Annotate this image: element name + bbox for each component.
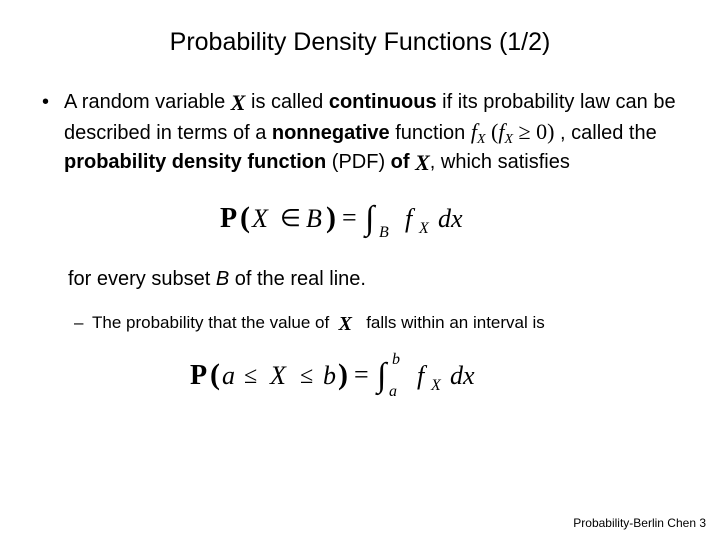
- f2-int: ∫: [375, 357, 389, 396]
- formula-1-svg: P ( X ∈ B ) = ∫ B f X dx: [200, 195, 520, 241]
- f1-int: ∫: [363, 200, 377, 239]
- f2-b: b: [323, 361, 336, 390]
- f2-a: a: [222, 361, 235, 390]
- f2-P: P: [190, 360, 207, 391]
- footer-text: Probability-Berlin Chen 3: [573, 516, 706, 530]
- f2-lo: a: [389, 383, 397, 398]
- f1-fxsub: X: [418, 220, 430, 237]
- bold-continuous: continuous: [329, 91, 437, 113]
- text-segment: The probability that the value of: [92, 313, 334, 332]
- math-fx: fX: [471, 122, 486, 144]
- f2-open: (: [210, 358, 220, 391]
- f2-fxsub: X: [430, 377, 442, 394]
- f1-sub: B: [379, 224, 389, 241]
- math-var-X3: X: [339, 313, 352, 335]
- text-segment: for every subset: [68, 268, 216, 290]
- f2-fx: f: [417, 361, 428, 390]
- math-f2-sub: X: [504, 132, 513, 147]
- f2-le1: ≤: [244, 363, 257, 389]
- text-segment: (PDF): [326, 151, 390, 173]
- f1-dx: dx: [438, 204, 463, 233]
- f1-fx: f: [405, 204, 416, 233]
- f2-dx: dx: [450, 361, 475, 390]
- f2-eq: =: [354, 360, 369, 389]
- math-var-X: X: [231, 90, 246, 115]
- f2-X: X: [269, 361, 287, 390]
- f1-open: (: [240, 201, 250, 234]
- f1-B: B: [306, 204, 322, 233]
- text-segment: function: [390, 122, 471, 144]
- text-segment: A random variable: [64, 91, 231, 113]
- text-segment: , called the: [554, 122, 656, 144]
- f1-close: ): [326, 201, 336, 234]
- bold-of: of: [391, 151, 415, 173]
- f1-eq: =: [342, 203, 357, 232]
- text-segment: falls within an interval is: [361, 313, 544, 332]
- bold-pdf: probability density function: [64, 151, 326, 173]
- paren-open: (: [486, 119, 499, 144]
- formula-2: P ( a ≤ X ≤ b ) = ∫ b a f X dx: [34, 350, 686, 403]
- f2-hi: b: [392, 351, 400, 368]
- bold-nonnegative: nonnegative: [272, 122, 390, 144]
- formula-2-svg: P ( a ≤ X ≤ b ) = ∫ b a f X dx: [170, 350, 550, 398]
- math-geq: ≥ 0): [513, 119, 554, 144]
- math-var-X2: X: [415, 150, 430, 175]
- slide-container: Probability Density Functions (1/2) A ra…: [0, 0, 720, 403]
- f2-close: ): [338, 358, 348, 391]
- f1-P: P: [220, 203, 237, 234]
- main-bullet: A random variable X is called continuous…: [34, 89, 686, 177]
- f1-in: ∈: [280, 206, 301, 232]
- var-B: B: [216, 268, 229, 290]
- after-formula-text: for every subset B of the real line.: [34, 268, 686, 291]
- f1-X: X: [251, 204, 269, 233]
- sub-bullet: The probability that the value of X fall…: [34, 313, 686, 336]
- text-segment: , which satisfies: [430, 151, 570, 173]
- f2-le2: ≤: [300, 363, 313, 389]
- text-segment: is called: [245, 91, 328, 113]
- formula-1: P ( X ∈ B ) = ∫ B f X dx: [34, 195, 686, 246]
- text-segment: of the real line.: [229, 268, 366, 290]
- math-f-sub: X: [477, 132, 486, 147]
- slide-title: Probability Density Functions (1/2): [34, 28, 686, 57]
